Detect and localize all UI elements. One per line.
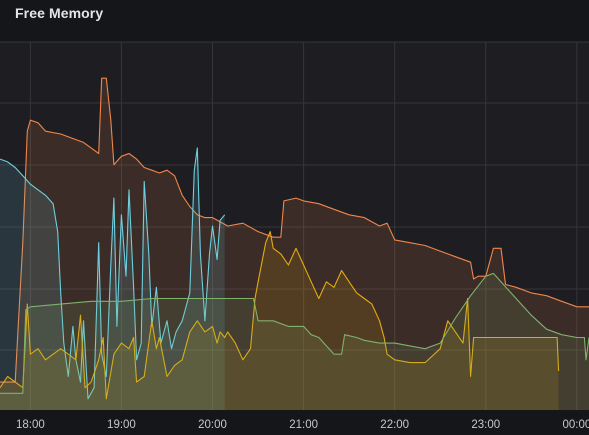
x-tick-label: 21:00 [289,419,318,431]
series-line-2[interactable] [0,231,560,400]
series-area-2 [0,231,559,410]
x-tick-label: 19:00 [107,419,136,431]
panel-title[interactable]: Free Memory [15,5,104,21]
series-area-1 [0,147,225,410]
series-area-0 [0,78,589,410]
x-axis-band [0,410,589,435]
x-tick-label: 22:00 [380,419,409,431]
x-tick-label: 00:00 [562,419,589,431]
series-line-1[interactable] [0,147,226,400]
series-area-3 [0,273,589,410]
x-tick-label: 20:00 [198,419,227,431]
series-line-0[interactable] [0,77,589,383]
x-tick-label: 23:00 [471,419,500,431]
series-line-3[interactable] [0,272,589,394]
x-tick-label: 18:00 [16,419,45,431]
